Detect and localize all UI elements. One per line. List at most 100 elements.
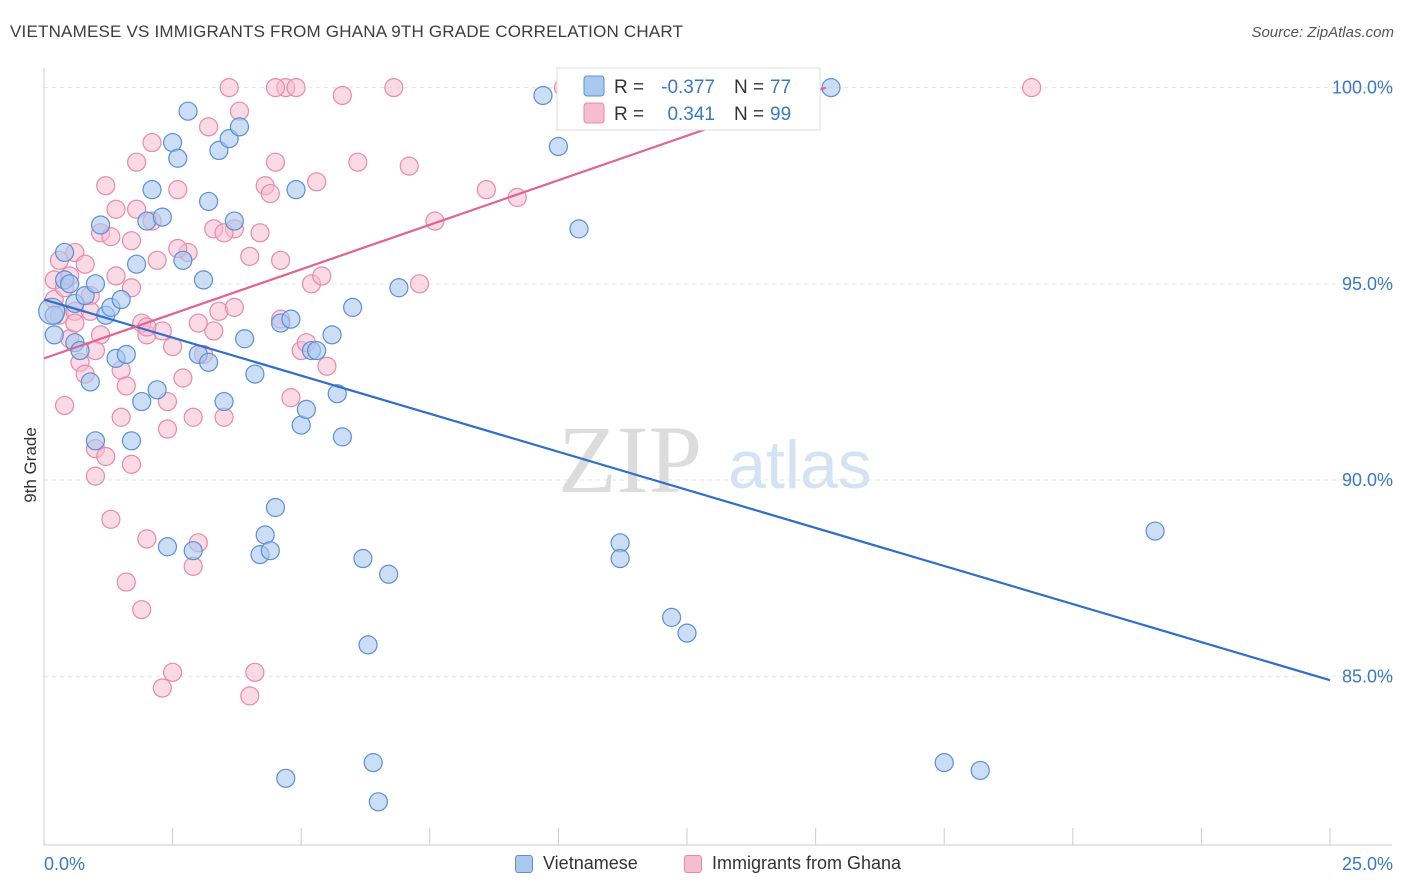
data-point-vietnamese [168, 148, 188, 168]
legend-r-value-1: -0.377 [661, 77, 715, 98]
data-point-ghana [265, 152, 286, 172]
data-point-ghana [409, 274, 430, 294]
data-point-ghana [54, 395, 75, 416]
data-point-ghana [317, 356, 337, 376]
data-point-ghana [157, 419, 178, 439]
legend-n-label-1: N = [734, 77, 764, 98]
data-point-ghana [265, 78, 286, 98]
data-point-vietnamese [296, 399, 316, 420]
data-point-vietnamese [260, 541, 280, 561]
legend-item-ghana: Immigrants from Ghana [684, 853, 901, 874]
data-point-vietnamese [44, 325, 64, 345]
data-point-ghana [152, 678, 172, 698]
data-point-ghana [332, 85, 352, 106]
data-point-ghana [240, 246, 260, 266]
data-point-vietnamese [661, 607, 682, 627]
chart-title: VIETNAMESE VS IMMIGRANTS FROM GHANA 9TH … [10, 22, 684, 41]
data-point-ghana [142, 132, 162, 153]
data-point-ghana [137, 529, 157, 549]
data-point-ghana [96, 446, 116, 467]
grid-lines [44, 87, 1392, 677]
data-point-vietnamese [111, 289, 131, 310]
data-point-vietnamese [332, 427, 352, 447]
data-point-vietnamese [229, 117, 250, 137]
y-axis-label: 9th Grade [21, 427, 40, 503]
watermark: ZIP atlas [558, 406, 872, 513]
data-point-vietnamese [353, 548, 373, 569]
legend-swatch-vietnamese [515, 854, 533, 873]
bottom-legend: Vietnamese Immigrants from Ghana [0, 853, 1406, 877]
legend-r-label-1: R = [614, 77, 644, 98]
data-point-vietnamese [173, 250, 193, 270]
data-point-ghana [281, 388, 301, 408]
series-vietnamese-points [38, 78, 1165, 812]
data-point-vietnamese [132, 391, 152, 412]
data-point-vietnamese [358, 635, 378, 655]
data-point-vietnamese [569, 219, 589, 239]
data-point-ghana [132, 599, 152, 620]
data-point-vietnamese [142, 180, 162, 200]
data-point-ghana [1022, 78, 1042, 98]
data-point-ghana [348, 152, 368, 172]
data-point-vietnamese [60, 274, 80, 294]
data-point-vietnamese [1145, 521, 1165, 541]
data-point-ghana [271, 250, 291, 270]
data-point-ghana [199, 117, 219, 137]
data-point-ghana [384, 78, 404, 98]
watermark-zip: ZIP [558, 406, 702, 513]
y-tick-label: 90.0% [1342, 470, 1393, 490]
data-point-ghana [240, 686, 260, 706]
data-point-ghana [312, 266, 332, 286]
data-point-vietnamese [265, 497, 286, 518]
data-point-ghana [65, 313, 85, 333]
data-point-vietnamese [327, 384, 347, 404]
data-point-vietnamese [54, 242, 75, 263]
data-point-vietnamese [307, 340, 327, 361]
data-point-vietnamese [389, 278, 409, 298]
data-point-vietnamese [116, 344, 136, 365]
legend-item-vietnamese: Vietnamese [515, 853, 638, 874]
data-point-ghana [126, 152, 147, 172]
data-point-vietnamese [157, 537, 178, 557]
legend-n-value-1: 77 [770, 77, 791, 98]
data-point-vietnamese [343, 297, 363, 317]
data-point-ghana [476, 180, 496, 200]
data-point-ghana [250, 223, 270, 243]
data-point-vietnamese [368, 792, 388, 812]
data-point-ghana [163, 662, 183, 682]
y-tick-label: 95.0% [1342, 274, 1393, 294]
data-point-vietnamese [214, 391, 234, 412]
data-point-ghana [121, 454, 142, 474]
data-point-vietnamese [821, 78, 841, 98]
trend-line-ghana [43, 86, 827, 360]
trend-lines [43, 86, 1331, 682]
data-point-vietnamese [286, 180, 306, 200]
data-point-vietnamese [235, 329, 255, 349]
data-point-vietnamese [85, 274, 106, 294]
data-point-vietnamese [970, 760, 990, 781]
data-point-vietnamese [199, 191, 219, 212]
data-point-vietnamese [363, 752, 383, 773]
data-point-vietnamese [70, 340, 90, 361]
tick-labels: 85.0% 90.0% 95.0% 100.0% 0.0% 25.0% [44, 78, 1393, 874]
data-point-ghana [173, 368, 193, 388]
data-point-ghana [307, 172, 327, 192]
series-ghana-points [44, 78, 1042, 706]
data-point-vietnamese [199, 352, 219, 372]
data-point-ghana [245, 662, 265, 682]
x-tick-label: 25.0% [1342, 854, 1393, 874]
axes [43, 68, 1392, 846]
y-tick-label: 85.0% [1342, 666, 1393, 686]
data-point-ghana [116, 376, 136, 396]
data-point-ghana [260, 183, 280, 204]
data-point-vietnamese [193, 270, 214, 290]
data-point-ghana [147, 250, 167, 270]
data-point-vietnamese [245, 364, 265, 384]
legend-label-vietnamese: Vietnamese [543, 853, 638, 873]
data-point-ghana [101, 509, 121, 529]
data-point-ghana [219, 78, 239, 98]
legend-swatch-ghana [583, 102, 605, 124]
data-point-vietnamese [934, 752, 954, 773]
data-point-vietnamese [533, 85, 553, 106]
data-point-vietnamese [281, 309, 301, 329]
